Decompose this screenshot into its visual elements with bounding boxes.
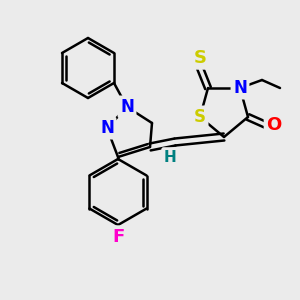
- Text: N: N: [100, 119, 114, 137]
- Text: N: N: [120, 98, 134, 116]
- Text: S: S: [194, 49, 206, 67]
- Text: S: S: [194, 108, 206, 126]
- Text: N: N: [233, 79, 247, 97]
- Text: O: O: [266, 116, 282, 134]
- Text: F: F: [112, 228, 124, 246]
- Text: H: H: [164, 149, 176, 164]
